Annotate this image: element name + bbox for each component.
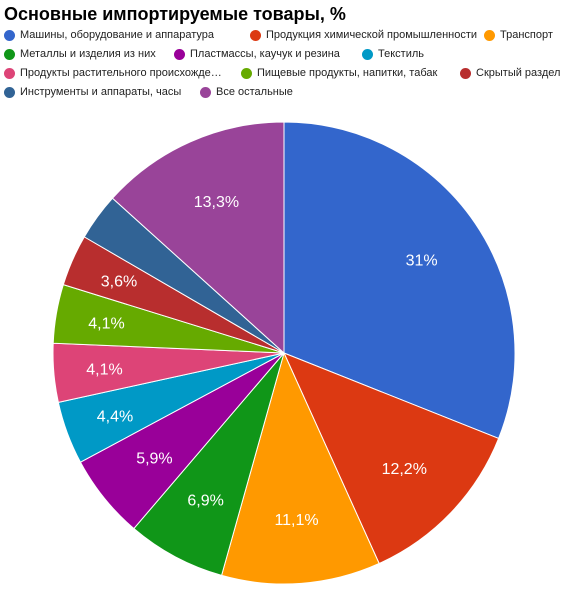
circle-marker-icon — [250, 29, 261, 41]
circle-marker-icon — [4, 67, 15, 79]
slice-value-label: 5,9% — [136, 450, 172, 467]
circle-marker-icon — [200, 86, 211, 98]
chart-title: Основные импортируемые товары, % — [4, 4, 346, 24]
legend-label: Все остальные — [216, 86, 293, 98]
circle-marker-icon — [460, 67, 471, 79]
pie-slice[interactable] — [111, 121, 285, 355]
legend-item[interactable]: Пластмассы, каучук и резина — [174, 45, 340, 63]
circle-marker-icon — [4, 29, 15, 41]
legend-item[interactable]: Продукция химической промышленности — [250, 26, 477, 44]
legend-item[interactable]: Металлы и изделия из них — [4, 45, 156, 63]
slice-value-label: 13,3% — [194, 194, 239, 211]
circle-marker-icon — [174, 48, 185, 60]
legend-item[interactable]: Скрытый раздел — [460, 64, 560, 82]
legend-label: Пищевые продукты, напитки, табак — [257, 67, 438, 79]
pie-slice[interactable] — [220, 351, 380, 585]
slice-value-label: 4,1% — [86, 362, 122, 379]
legend-item[interactable]: Текстиль — [362, 45, 424, 63]
circle-marker-icon — [241, 67, 252, 79]
legend-label: Скрытый раздел — [476, 67, 561, 79]
circle-marker-icon — [484, 29, 495, 41]
circle-marker-icon — [4, 48, 15, 60]
legend-label: Металлы и изделия из них — [20, 48, 156, 60]
legend-item[interactable]: Пищевые продукты, напитки, табак — [241, 64, 437, 82]
pie-slice[interactable] — [283, 121, 516, 440]
slice-value-label: 6,9% — [187, 493, 223, 510]
slice-value-label: 12,2% — [382, 461, 427, 478]
legend-label: Инструменты и аппараты, часы — [20, 86, 182, 98]
legend-label: Пластмассы, каучук и резина — [190, 48, 340, 60]
legend-label: Транспорт — [500, 29, 553, 41]
circle-marker-icon — [4, 86, 15, 98]
legend-item[interactable]: Все остальные — [200, 83, 293, 101]
legend-label: Продукты растительного происхожде… — [20, 67, 222, 79]
pie-slice[interactable] — [283, 352, 500, 565]
legend-label: Машины, оборудование и аппаратура — [20, 29, 215, 41]
legend-label: Продукция химической промышленности — [266, 29, 478, 41]
slice-value-label: 3,6% — [101, 274, 137, 291]
legend-label: Текстиль — [378, 48, 424, 60]
slice-value-label: 4,4% — [97, 408, 133, 425]
slice-value-label: 11,1% — [274, 512, 318, 529]
legend-item[interactable]: Машины, оборудование и аппаратура — [4, 26, 214, 44]
slice-value-label: 31% — [406, 253, 438, 270]
legend-item[interactable]: Продукты растительного происхожде… — [4, 64, 222, 82]
legend-item[interactable]: Транспорт — [484, 26, 553, 44]
legend-item[interactable]: Инструменты и аппараты, часы — [4, 83, 181, 101]
slice-value-label: 4,1% — [88, 315, 124, 332]
chart-legend: Машины, оборудование и аппаратура Продукц… — [4, 26, 570, 104]
circle-marker-icon — [362, 48, 373, 60]
